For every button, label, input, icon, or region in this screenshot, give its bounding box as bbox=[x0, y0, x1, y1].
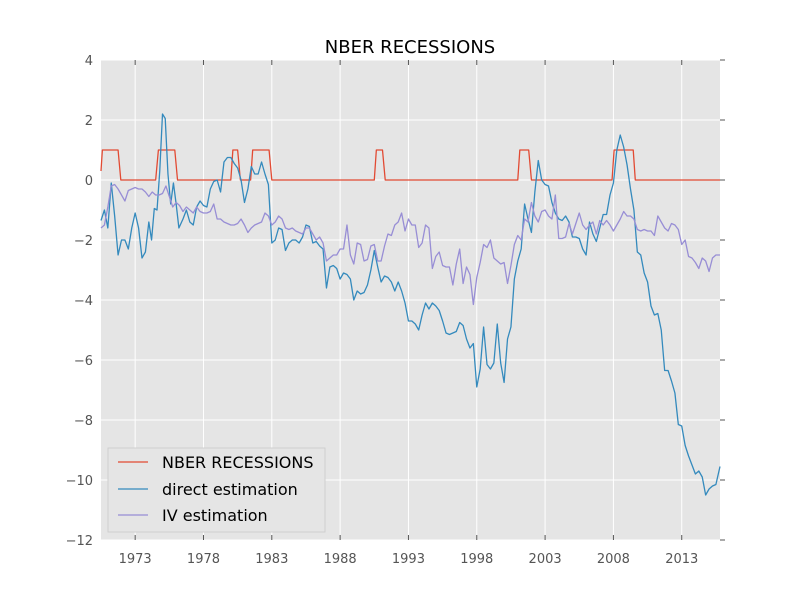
legend: NBER RECESSIONS direct estimation IV est… bbox=[107, 447, 326, 533]
grid bbox=[101, 59, 720, 541]
x-tick-label: 2003 bbox=[529, 552, 562, 567]
y-tick-label: 0 bbox=[85, 174, 93, 189]
iv-estimation-line bbox=[100, 183, 720, 306]
x-tick-label: 1993 bbox=[392, 552, 425, 567]
y-tick-label: 2 bbox=[85, 114, 93, 129]
y-tick-label: −6 bbox=[74, 354, 93, 369]
series-layer bbox=[100, 113, 721, 496]
x-tick-label: 1983 bbox=[255, 552, 288, 567]
y-tick-label: 4 bbox=[85, 54, 93, 69]
x-tick-label: 2008 bbox=[597, 552, 630, 567]
y-tick-label: −2 bbox=[74, 234, 93, 249]
chart-title: NBER RECESSIONS bbox=[325, 37, 495, 58]
x-tick-label: 1973 bbox=[119, 552, 152, 567]
axis-ticks: 1973 1978 1983 1988 1993 1998 2003 2008 2013 −12 −… bbox=[66, 54, 725, 567]
x-tick-label: 1988 bbox=[324, 552, 357, 567]
legend-label-nber: NBER RECESSIONS bbox=[162, 453, 314, 472]
legend-label-iv: IV estimation bbox=[162, 506, 268, 525]
direct-estimation-line bbox=[100, 113, 721, 496]
nber-recessions-line bbox=[100, 149, 720, 181]
legend-label-direct: direct estimation bbox=[162, 480, 298, 499]
y-tick-label: −12 bbox=[66, 534, 93, 549]
y-tick-label: −4 bbox=[74, 294, 93, 309]
x-tick-label: 1998 bbox=[460, 552, 493, 567]
x-tick-label: 1978 bbox=[187, 552, 220, 567]
y-tick-label: −8 bbox=[74, 414, 93, 429]
y-tick-label: −10 bbox=[66, 474, 93, 489]
x-tick-label: 2013 bbox=[665, 552, 698, 567]
